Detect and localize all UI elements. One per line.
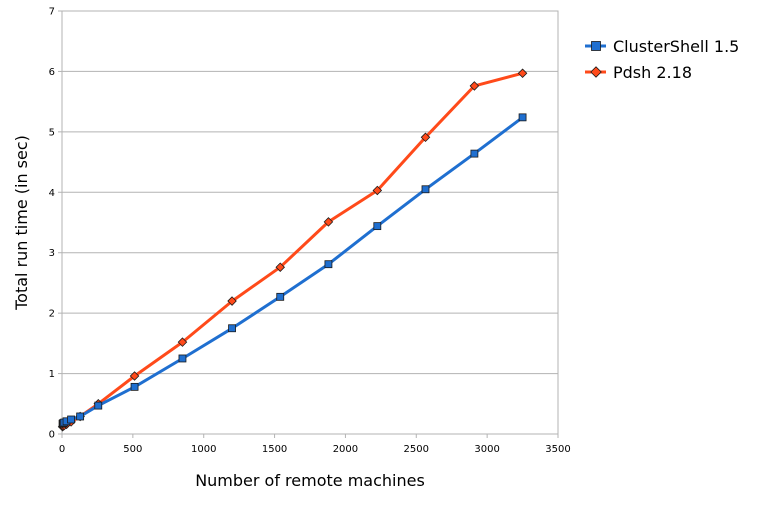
data-point <box>372 185 383 196</box>
x-tick-label: 1000 <box>191 444 216 455</box>
data-point <box>130 382 139 391</box>
legend-item: ClusterShell 1.5 <box>585 37 739 56</box>
y-axis-title: Total run time (in sec) <box>12 135 31 311</box>
x-tick-label: 2500 <box>404 444 429 455</box>
y-tick-label: 3 <box>49 248 55 259</box>
data-point <box>177 337 188 347</box>
x-axis-title: Number of remote machines <box>195 471 425 490</box>
data-point <box>178 354 187 363</box>
y-axis-ticks: 0 1 2 3 4 5 6 7 <box>49 7 62 441</box>
data-point <box>323 217 334 227</box>
data-point <box>275 262 286 272</box>
data-point <box>129 371 140 381</box>
y-tick-label: 6 <box>49 67 55 78</box>
legend-marker <box>590 66 602 78</box>
data-point <box>470 149 479 158</box>
legend-item: Pdsh 2.18 <box>585 63 692 82</box>
data-point <box>276 292 285 301</box>
x-tick-label: 2000 <box>333 444 358 455</box>
legend: ClusterShell 1.5 Pdsh 2.18 <box>585 37 739 82</box>
legend-label: Pdsh 2.18 <box>613 63 692 82</box>
y-tick-label: 7 <box>49 7 55 18</box>
data-point <box>421 185 430 194</box>
data-point <box>373 222 382 231</box>
x-axis-ticks: 0 500 1000 1500 2000 2500 3000 3500 <box>59 434 571 455</box>
data-point <box>94 401 103 410</box>
y-tick-label: 0 <box>49 430 55 441</box>
plot-area-frame <box>61 10 559 435</box>
data-point <box>76 412 85 421</box>
x-tick-label: 0 <box>59 444 65 455</box>
data-point <box>227 296 237 306</box>
legend-label: ClusterShell 1.5 <box>613 37 739 56</box>
x-tick-label: 3500 <box>545 444 570 455</box>
data-point <box>67 415 75 424</box>
data-point <box>228 324 236 333</box>
x-tick-label: 3000 <box>474 444 499 455</box>
data-point <box>518 113 527 122</box>
y-tick-label: 5 <box>49 127 55 138</box>
data-point <box>324 260 333 269</box>
data-point <box>420 132 431 143</box>
legend-marker <box>591 41 601 51</box>
x-tick-label: 1500 <box>262 444 287 455</box>
y-tick-label: 4 <box>49 188 55 199</box>
y-tick-label: 2 <box>49 309 55 320</box>
series-layer <box>57 68 528 432</box>
data-point <box>469 81 480 91</box>
x-tick-label: 500 <box>123 444 142 455</box>
y-tick-label: 1 <box>49 369 55 380</box>
series-0 <box>58 113 527 428</box>
data-point <box>517 68 528 79</box>
